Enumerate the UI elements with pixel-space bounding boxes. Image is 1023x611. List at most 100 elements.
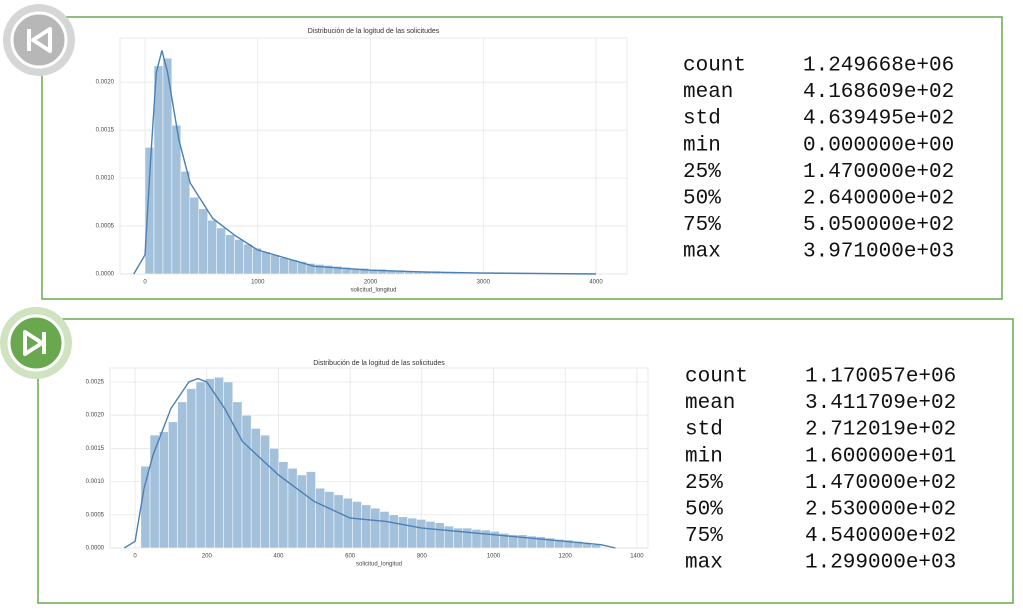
forward-button[interactable]: [0, 307, 72, 379]
x-tick-label: 800: [417, 554, 428, 560]
stat-name: count: [685, 366, 748, 389]
bar: [214, 377, 224, 549]
x-tick-label: 1000: [487, 554, 501, 560]
stat-value: 3.971000e+03: [803, 241, 954, 264]
stat-name: mean: [683, 81, 733, 104]
stat-name: std: [685, 419, 723, 442]
bar: [171, 125, 182, 275]
y-tick-label: 0.0010: [96, 176, 115, 182]
x-tick-label: 2000: [364, 280, 378, 286]
stat-value: 3.411709e+02: [805, 392, 956, 415]
x-tick-label: 200: [202, 554, 213, 560]
x-tick-label: 0: [143, 280, 147, 286]
bar: [180, 171, 191, 275]
chart-title: Distribución de la logitud de las solici…: [313, 360, 445, 367]
bar: [361, 504, 372, 549]
bar: [177, 401, 188, 549]
bar: [144, 147, 155, 275]
bar: [261, 251, 271, 275]
bar: [388, 514, 399, 549]
stat-name: min: [685, 445, 723, 468]
bar: [186, 388, 197, 549]
stat-name: count: [683, 55, 746, 78]
bar: [287, 468, 298, 549]
stat-value: 0.000000e+00: [803, 134, 954, 157]
bar: [434, 522, 445, 549]
stats-table: count 1.249668e+06 mean 4.168609e+02 std 4.63…: [683, 55, 954, 264]
bar: [279, 257, 289, 275]
y-tick-label: 0.0020: [96, 80, 115, 86]
stat-value: 5.050000e+02: [803, 214, 954, 237]
bar: [189, 197, 200, 275]
chart-title: Distribución de la logitud de las solici…: [308, 28, 440, 35]
bar: [407, 517, 417, 549]
stat-value: 1.299000e+03: [805, 552, 956, 575]
x-tick-label: 1000: [251, 280, 265, 286]
bar: [250, 428, 261, 549]
y-tick-label: 0.0015: [86, 446, 105, 452]
stat-name: 50%: [685, 499, 723, 522]
x-axis-label: solicitud_longitud: [350, 288, 396, 294]
bar: [223, 381, 234, 549]
y-tick-label: 0.0005: [86, 512, 105, 518]
stat-value: 2.640000e+02: [803, 188, 954, 211]
bar: [168, 421, 178, 549]
stat-name: max: [683, 241, 721, 264]
bar: [270, 254, 280, 275]
stat-value: 1.249668e+06: [803, 55, 954, 78]
stat-value: 1.470000e+02: [803, 161, 954, 184]
x-tick-label: 400: [273, 554, 284, 560]
bar: [333, 494, 344, 549]
stat-name: mean: [685, 392, 735, 415]
stat-name: 75%: [683, 214, 721, 237]
bar: [260, 434, 270, 549]
panel: [37, 318, 1014, 604]
bar: [204, 378, 215, 549]
bar: [140, 466, 151, 549]
stats-table: count 1.170057e+06 mean 3.411709e+02 std 2.71…: [685, 366, 956, 575]
bar: [370, 507, 381, 549]
back-button[interactable]: [3, 4, 75, 76]
bar: [324, 491, 335, 549]
y-tick-label: 0.0015: [96, 128, 115, 134]
bar: [315, 487, 326, 549]
bar: [444, 525, 454, 549]
kde-line: [133, 50, 597, 275]
bar: [243, 244, 253, 275]
y-tick-label: 0.0000: [96, 272, 115, 278]
bar: [207, 220, 217, 275]
bar: [462, 527, 473, 549]
bar: [480, 529, 491, 549]
bar: [241, 414, 252, 549]
stat-value: 4.639495e+02: [803, 108, 954, 131]
bar: [232, 401, 243, 549]
stat-name: 50%: [683, 188, 721, 211]
bar: [296, 474, 307, 549]
bar: [234, 239, 244, 275]
stat-value: 4.168609e+02: [803, 81, 954, 104]
x-axis-label: solicitud_longitud: [356, 562, 402, 568]
stat-value: 2.712019e+02: [805, 419, 956, 442]
y-tick-label: 0.0005: [96, 224, 115, 230]
y-tick-label: 0.0010: [86, 479, 105, 485]
x-tick-label: 0: [133, 554, 137, 560]
bar: [306, 471, 316, 549]
bar: [195, 381, 206, 549]
stat-name: max: [685, 552, 723, 575]
stat-value: 1.600000e+01: [805, 445, 956, 468]
kde-line: [123, 377, 616, 549]
x-tick-label: 1400: [630, 554, 644, 560]
x-tick-label: 600: [345, 554, 356, 560]
bar: [216, 227, 226, 275]
stat-value: 4.540000e+02: [805, 525, 956, 548]
bar: [398, 516, 408, 549]
bar: [342, 497, 353, 549]
x-tick-label: 3000: [477, 280, 491, 286]
y-tick-label: 0.0020: [86, 413, 105, 419]
bar: [252, 247, 262, 275]
stat-value: 2.530000e+02: [805, 499, 956, 522]
bar: [278, 461, 289, 549]
bar: [416, 519, 427, 549]
stat-value: 1.170057e+06: [805, 366, 956, 389]
